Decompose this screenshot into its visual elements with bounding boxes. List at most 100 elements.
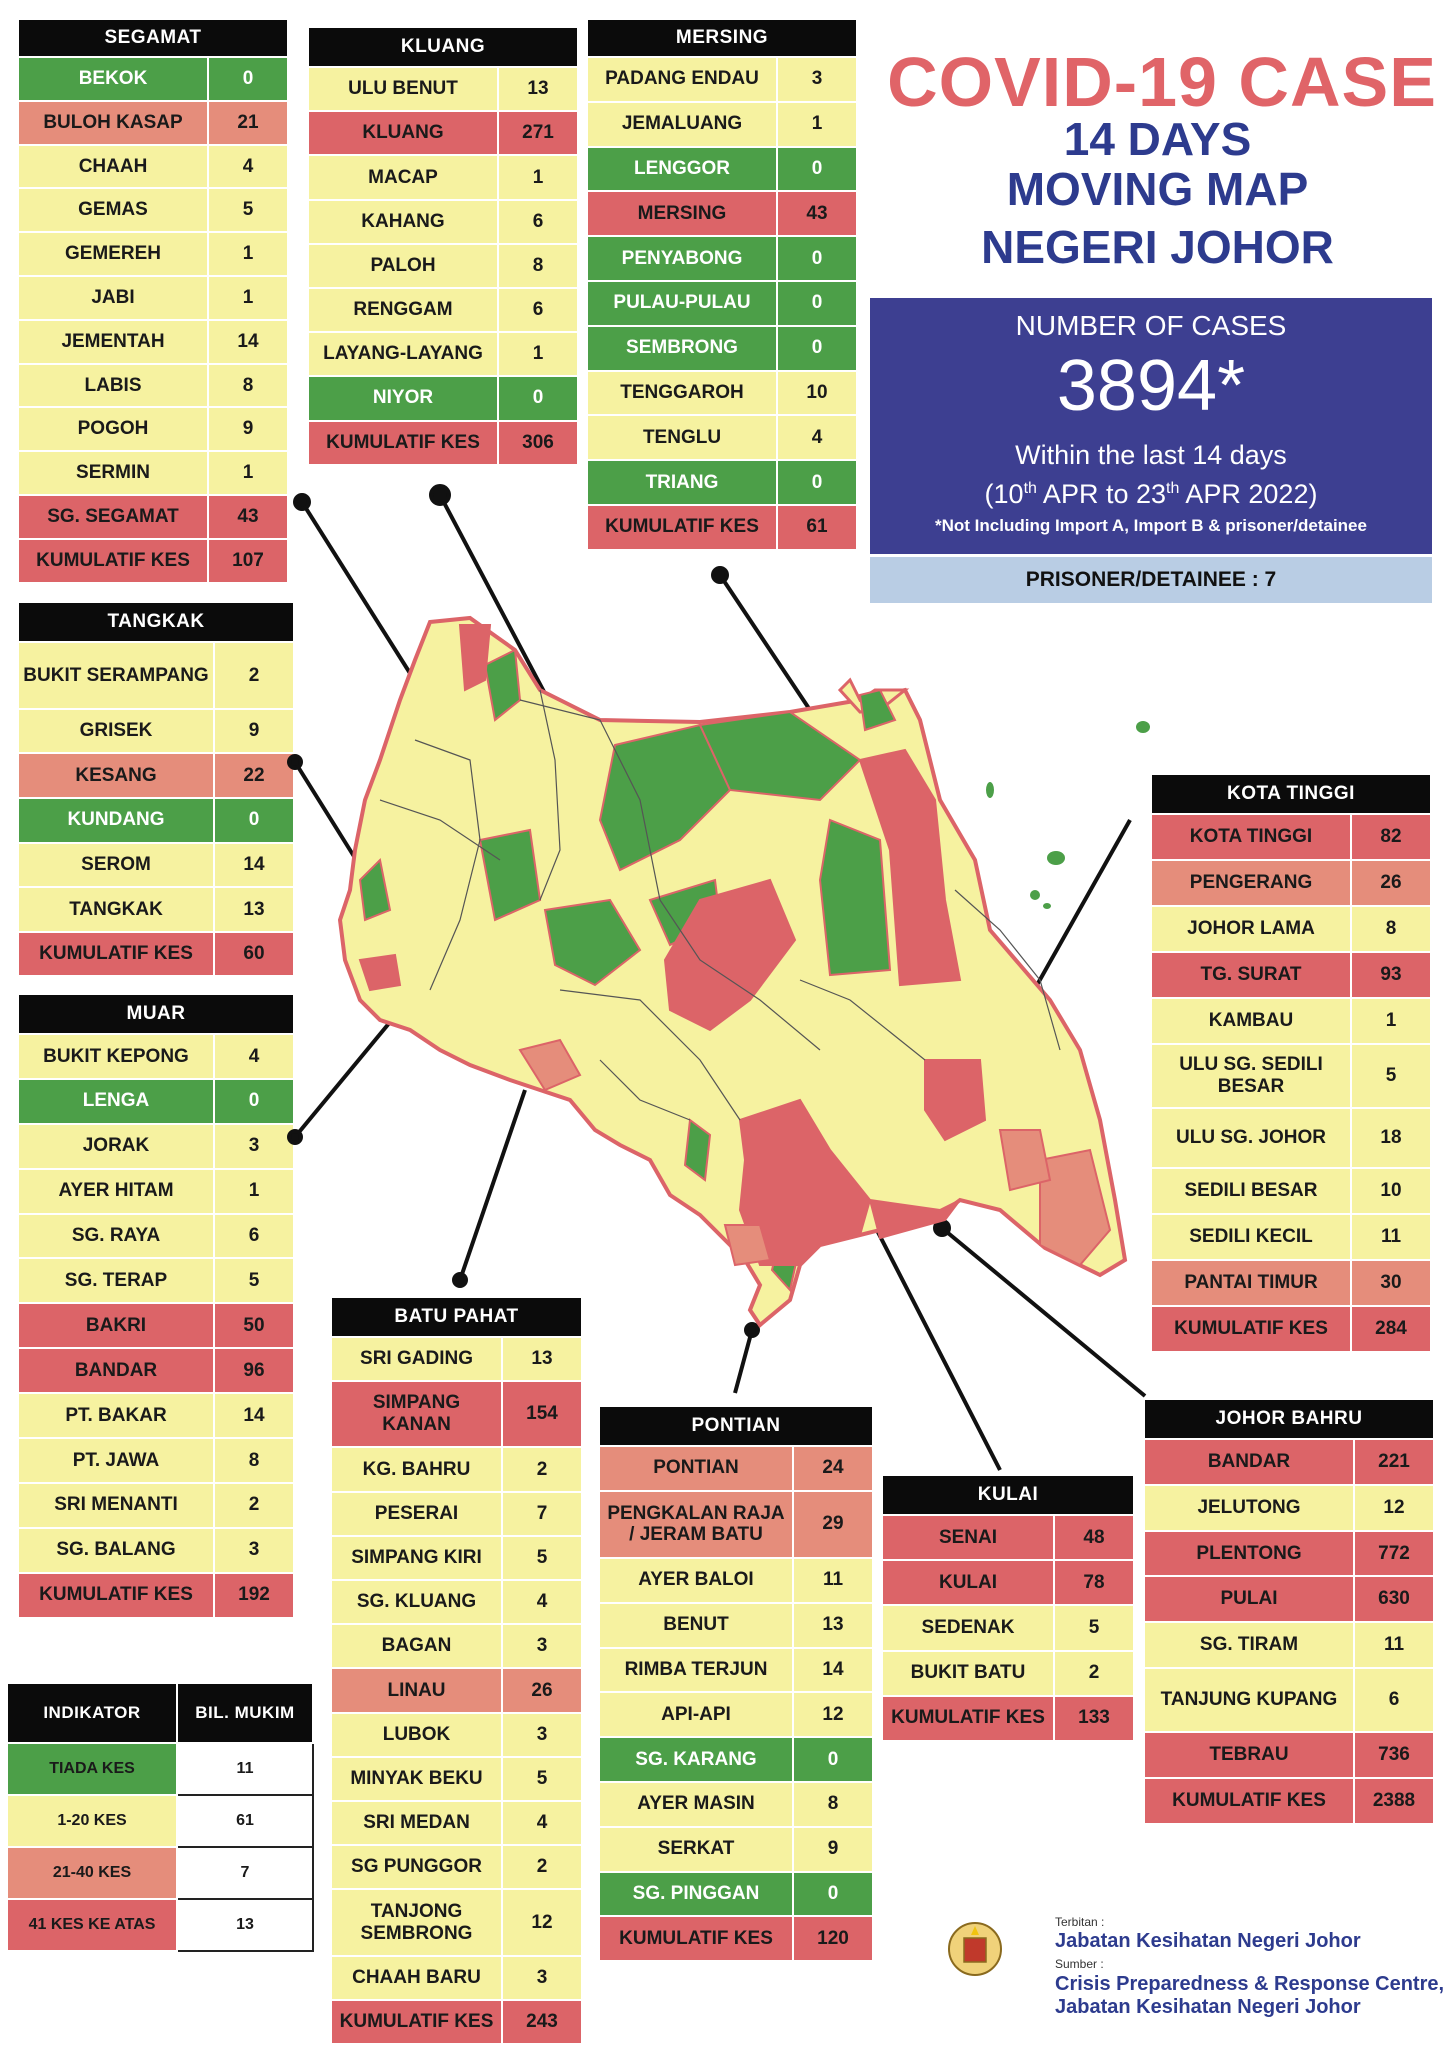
mukim-case-count: 8 [792, 1780, 874, 1828]
main-title: COVID-19 CASE [887, 43, 1437, 121]
table-row: KUMULATIF KES 107 [17, 537, 289, 584]
mukim-case-count: 3 [501, 1623, 583, 1670]
table-row: SERMIN 1 [17, 450, 289, 496]
mukim-name: BANDAR [1143, 1438, 1355, 1486]
mukim-case-count: 6 [497, 198, 579, 245]
mukim-name: KUMULATIF KES [586, 503, 778, 551]
mukim-name: AYER MASIN [598, 1780, 794, 1828]
table-row: MACAP 1 [307, 154, 579, 201]
table-row: SRI MEDAN 4 [330, 1799, 583, 1847]
table-row: TENGLU 4 [586, 414, 858, 462]
mukim-case-count: 96 [213, 1347, 295, 1395]
mukim-case-count: 26 [501, 1667, 583, 1714]
mukim-case-count: 4 [776, 414, 858, 462]
mukim-name: BAKRI [17, 1302, 215, 1350]
mukim-name: CHAAH [17, 143, 209, 190]
table-row: TEBRAU 736 [1143, 1731, 1435, 1779]
legend-count: 7 [176, 1846, 314, 1900]
table-row: JABI 1 [17, 274, 289, 321]
mukim-case-count: 1 [213, 1167, 295, 1215]
table-row: KOTA TINGGI 82 [1150, 813, 1432, 861]
mukim-case-count: 14 [213, 1392, 295, 1440]
mukim-case-count: 12 [501, 1888, 583, 1957]
mukim-name: PALOH [307, 242, 499, 289]
mukim-boundaries [379, 689, 1061, 1121]
subtitle-line-1: 14 DAYS [1063, 113, 1252, 165]
mukim-name: TENGGAROH [586, 369, 778, 417]
summary-note: *Not Including Import A, Import B & pris… [935, 516, 1367, 535]
legend-count: 13 [176, 1898, 314, 1952]
mukim-case-count: 4 [207, 143, 289, 190]
mukim-name: KOTA TINGGI [1150, 813, 1352, 861]
mukim-name: POGOH [17, 406, 209, 453]
green-mukims [358, 648, 897, 1293]
mukim-name: BAGAN [330, 1623, 503, 1670]
mukim-case-count: 10 [776, 369, 858, 417]
mukim-case-count: 22 [213, 752, 295, 800]
mukim-case-count: 120 [792, 1915, 874, 1963]
mukim-case-count: 192 [213, 1571, 295, 1619]
mukim-case-count: 82 [1350, 813, 1432, 861]
table-row: ULU BENUT 13 [307, 65, 579, 113]
mukim-name: JORAK [17, 1122, 215, 1170]
mukim-case-count: 2 [501, 1446, 583, 1493]
legend-col-indikator: INDIKATOR [5, 1682, 179, 1744]
table-row: KUMULATIF KES 284 [1150, 1305, 1432, 1354]
legend-count: 61 [176, 1794, 314, 1848]
mukim-name: KUMULATIF KES [17, 1571, 215, 1619]
mukim-case-count: 3 [213, 1122, 295, 1170]
mukim-case-count: 1 [207, 274, 289, 321]
mukim-case-count: 78 [1053, 1559, 1135, 1607]
mukim-name: KUMULATIF KES [1150, 1305, 1352, 1354]
mukim-name: LAYANG-LAYANG [307, 331, 499, 378]
table-row: SIMPANG KIRI 5 [330, 1534, 583, 1582]
mukim-case-count: 1 [497, 154, 579, 201]
mukim-name: TANGKAK [17, 886, 215, 933]
red-mukims [358, 624, 1112, 1267]
table-row: TANGKAK 13 [17, 886, 295, 933]
mukim-name: PESERAI [330, 1490, 503, 1537]
mukim-name: AYER BALOI [598, 1556, 794, 1604]
mukim-case-count: 13 [501, 1335, 583, 1383]
table-row: KUMULATIF KES 120 [598, 1915, 874, 1963]
mukim-name: PENGKALAN RAJA / JERAM BATU [598, 1489, 794, 1559]
table-row: KG. BAHRU 2 [330, 1446, 583, 1493]
table-row: RIMBA TERJUN 14 [598, 1646, 874, 1694]
mukim-name: TEBRAU [1143, 1731, 1355, 1779]
mukim-name: GEMEREH [17, 231, 209, 277]
mukim-name: KUMULATIF KES [330, 1998, 503, 2046]
source-line-2: Jabatan Kesihatan Negeri Johor [1055, 1996, 1361, 2018]
mukim-case-count: 0 [213, 797, 295, 844]
mukim-case-count: 3 [213, 1526, 295, 1574]
table-row: KULAI 78 [881, 1559, 1135, 1607]
table-row: KUMULATIF KES 192 [17, 1571, 295, 1619]
mukim-case-count: 2 [1053, 1649, 1135, 1697]
mukim-case-count: 3 [776, 56, 858, 103]
mukim-name: ULU SG. SEDILI BESAR [1150, 1042, 1352, 1110]
legend-row: 21-40 KES 7 [5, 1846, 314, 1900]
prisoner-count: PRISONER/DETAINEE : 7 [870, 557, 1432, 603]
mukim-case-count: 8 [497, 242, 579, 289]
table-row: CHAAH 4 [17, 143, 289, 190]
mukim-case-count: 1 [776, 100, 858, 148]
mukim-name: BENUT [598, 1601, 794, 1649]
table-row: KUMULATIF KES 60 [17, 930, 295, 978]
table-row: LABIS 8 [17, 362, 289, 409]
table-row: BUKIT SERAMPANG 2 [17, 641, 295, 710]
mukim-case-count: 2 [213, 641, 295, 710]
mukim-name: SG PUNGGOR [330, 1844, 503, 1891]
mukim-case-count: 14 [207, 318, 289, 365]
table-row: SG. BALANG 3 [17, 1526, 295, 1574]
mukim-name: MINYAK BEKU [330, 1755, 503, 1802]
mukim-case-count: 48 [1053, 1513, 1135, 1562]
mersing-district-header: MERSING [586, 18, 858, 58]
mukim-case-count: 0 [776, 324, 858, 372]
mukim-name: GEMAS [17, 187, 209, 234]
table-row: KAMBAU 1 [1150, 997, 1432, 1045]
table-row: KUMULATIF KES 2388 [1143, 1776, 1435, 1825]
mukim-name: JEMALUANG [586, 100, 778, 148]
kota-tinggi-district-header: KOTA TINGGI [1150, 773, 1432, 815]
mukim-name: TRIANG [586, 459, 778, 506]
total-cases: 3894* [1056, 346, 1246, 426]
mukim-name: SRI MEDAN [330, 1799, 503, 1847]
